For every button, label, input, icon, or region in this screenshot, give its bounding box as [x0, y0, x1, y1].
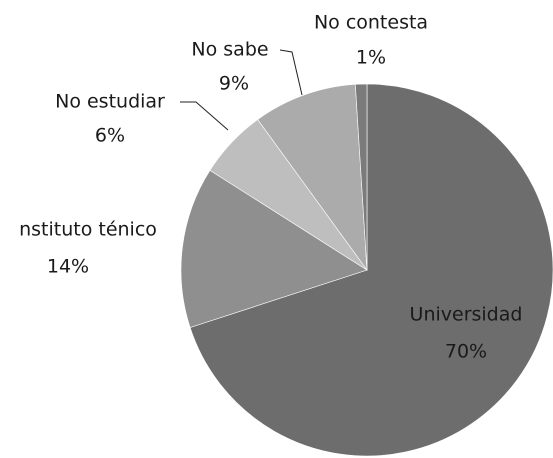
leader-line [279, 49, 303, 96]
slice-value-label: 1% [356, 47, 386, 69]
slice-label: No contesta [314, 12, 428, 34]
slice-value-label: 6% [95, 125, 125, 147]
slice-value-label: 14% [47, 256, 89, 278]
slice-label: No sabe [191, 39, 268, 61]
slice-value-label: 70% [445, 341, 487, 363]
pie-slice [257, 84, 368, 272]
pie-slice [189, 83, 553, 457]
slice-label: No estudiar [55, 91, 165, 113]
pie-slice [180, 169, 368, 328]
slice-label: nstituto ténico [19, 219, 157, 241]
slice-label: Universidad [410, 304, 523, 326]
pie-slice [355, 83, 368, 271]
slice-value-label: 9% [219, 73, 249, 95]
leader-line [180, 101, 229, 131]
